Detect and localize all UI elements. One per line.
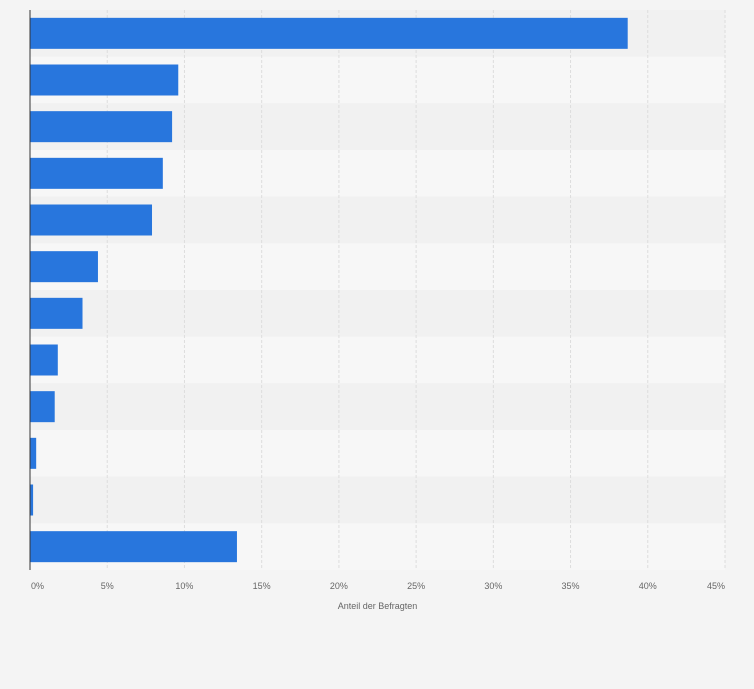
bar <box>30 391 55 423</box>
x-axis-title: Anteil der Befragten <box>338 601 418 611</box>
bar <box>30 111 173 143</box>
bar <box>30 204 153 236</box>
row-band <box>30 430 725 477</box>
bar <box>30 157 163 189</box>
bar <box>30 437 37 469</box>
x-tick-label: 15% <box>253 581 271 591</box>
x-tick-labels: 0% 5% 10% 15% 20% 25% 30% 35% 40% 45% <box>31 581 725 591</box>
bars <box>30 17 628 563</box>
bar <box>30 531 237 563</box>
gridlines <box>106 10 726 570</box>
x-tick-label: 35% <box>562 581 580 591</box>
bar <box>30 484 34 516</box>
bar <box>30 251 98 283</box>
row-band <box>30 383 725 430</box>
bar <box>30 344 58 376</box>
x-tick-label: 5% <box>101 581 114 591</box>
row-band <box>30 243 725 290</box>
x-tick-label: 45% <box>707 581 725 591</box>
x-tick-label: 20% <box>330 581 348 591</box>
x-tick-label: 40% <box>639 581 657 591</box>
bar <box>30 17 628 49</box>
bar <box>30 64 179 96</box>
x-tick-label: 25% <box>407 581 425 591</box>
bar <box>30 297 83 329</box>
row-band <box>30 476 725 524</box>
x-tick-label: 10% <box>175 581 193 591</box>
row-band <box>30 336 725 384</box>
x-tick-label: 30% <box>484 581 502 591</box>
x-tick-label: 0% <box>31 581 44 591</box>
row-band <box>30 290 725 337</box>
